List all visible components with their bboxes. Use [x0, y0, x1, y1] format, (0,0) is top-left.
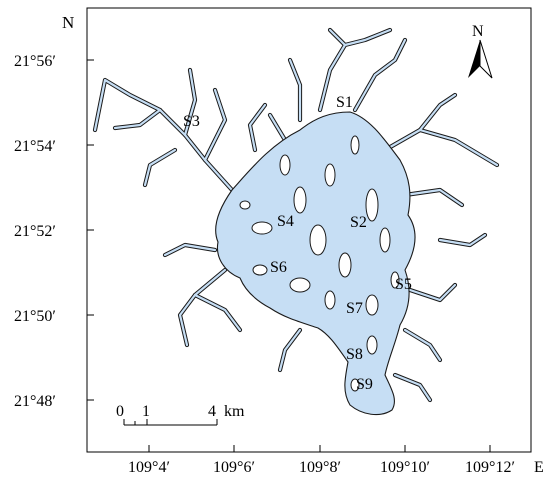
scale-unit-label: km [224, 403, 245, 420]
station-label: S5 [395, 276, 412, 293]
station-labels: S1 S2 S3 S4 S5 S6 S7 S8 S9 [183, 94, 412, 393]
station-label: S1 [336, 94, 353, 111]
station-label: S9 [356, 376, 373, 393]
north-arrow-icon [468, 40, 480, 78]
latitude-axis: N 21°56′ 21°54′ 21°52′ 21°50′ 21°48′ [14, 13, 94, 410]
reservoir-water-body [92, 27, 500, 416]
station-label: S2 [350, 214, 367, 231]
lon-tick-label: 109°6′ [213, 459, 255, 476]
lon-tick-label: 109°10′ [380, 459, 430, 476]
lon-axis-label: E [534, 459, 544, 476]
north-arrow: N [468, 23, 493, 79]
scale-tick-label: 1 [142, 403, 150, 420]
station-label: S8 [346, 346, 363, 363]
lon-tick-label: 109°8′ [299, 459, 341, 476]
lon-tick-label: 109°4′ [128, 459, 170, 476]
lat-tick-label: 21°52′ [14, 223, 56, 240]
reservoir-inlets [92, 27, 500, 403]
lat-axis-label: N [62, 13, 74, 32]
scale-tick-label: 4 [208, 403, 216, 420]
station-label: S6 [270, 259, 287, 276]
lat-tick-label: 21°48′ [14, 393, 56, 410]
reservoir-main-basin [215, 111, 416, 416]
station-label: S3 [183, 113, 200, 130]
lat-tick-label: 21°54′ [14, 138, 56, 155]
scale-bar: 0 1 4 km [116, 403, 245, 426]
station-label: S7 [346, 300, 363, 317]
lon-tick-label: 109°12′ [465, 459, 515, 476]
longitude-axis: 109°4′ 109°6′ 109°8′ 109°10′ 109°12′ E [128, 445, 544, 476]
north-arrow-label: N [472, 23, 484, 40]
lat-tick-label: 21°56′ [14, 53, 56, 70]
station-label: S4 [277, 213, 294, 230]
scale-tick-label: 0 [116, 403, 124, 420]
lat-tick-label: 21°50′ [14, 308, 56, 325]
reservoir-islands [239, 135, 400, 392]
